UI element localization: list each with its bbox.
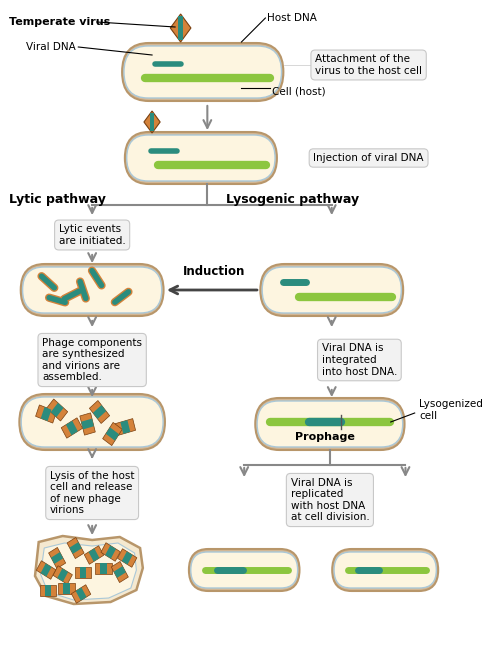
Text: Lysogenized
cell: Lysogenized cell — [419, 399, 483, 421]
Polygon shape — [115, 419, 136, 436]
Polygon shape — [61, 581, 72, 594]
Polygon shape — [95, 562, 111, 574]
Text: Cell (host): Cell (host) — [272, 87, 325, 97]
Polygon shape — [170, 14, 191, 42]
FancyBboxPatch shape — [22, 267, 162, 313]
Polygon shape — [114, 566, 126, 578]
Polygon shape — [111, 561, 128, 583]
Text: Phage components
are synthesized
and virions are
assembled.: Phage components are synthesized and vir… — [42, 338, 142, 382]
FancyBboxPatch shape — [127, 135, 275, 181]
Polygon shape — [36, 405, 57, 423]
Polygon shape — [41, 407, 51, 421]
Polygon shape — [57, 579, 76, 597]
Text: Lysogenic pathway: Lysogenic pathway — [226, 193, 359, 206]
Polygon shape — [52, 551, 62, 564]
Polygon shape — [101, 543, 121, 561]
FancyBboxPatch shape — [255, 398, 405, 450]
Polygon shape — [43, 564, 49, 575]
Polygon shape — [122, 551, 133, 564]
Polygon shape — [35, 536, 143, 604]
Polygon shape — [70, 542, 81, 555]
Polygon shape — [121, 420, 130, 434]
Polygon shape — [51, 403, 63, 417]
Polygon shape — [89, 400, 110, 423]
Polygon shape — [73, 589, 89, 600]
FancyBboxPatch shape — [125, 132, 277, 184]
Text: Induction: Induction — [183, 265, 245, 278]
Polygon shape — [102, 422, 122, 445]
Polygon shape — [106, 427, 119, 441]
Polygon shape — [41, 543, 136, 600]
FancyBboxPatch shape — [260, 264, 403, 316]
Polygon shape — [100, 562, 106, 574]
Polygon shape — [66, 539, 85, 557]
Polygon shape — [89, 548, 100, 562]
FancyBboxPatch shape — [189, 549, 300, 591]
Text: Viral DNA is
replicated
with host DNA
at cell division.: Viral DNA is replicated with host DNA at… — [290, 478, 369, 522]
FancyBboxPatch shape — [122, 43, 284, 101]
Text: Host DNA: Host DNA — [267, 13, 317, 23]
Polygon shape — [150, 113, 154, 132]
Text: Lytic events
are initiated.: Lytic events are initiated. — [59, 224, 125, 246]
Text: Injection of viral DNA: Injection of viral DNA — [313, 153, 424, 163]
FancyBboxPatch shape — [124, 46, 282, 98]
Polygon shape — [78, 566, 88, 579]
Text: Temperate virus: Temperate virus — [9, 17, 110, 27]
FancyBboxPatch shape — [257, 401, 403, 447]
Polygon shape — [78, 589, 84, 600]
Polygon shape — [105, 546, 116, 559]
Polygon shape — [47, 549, 67, 567]
Polygon shape — [81, 419, 94, 430]
Polygon shape — [66, 421, 78, 436]
Polygon shape — [46, 399, 68, 421]
Polygon shape — [144, 111, 160, 133]
Text: Attachment of the
virus to the host cell: Attachment of the virus to the host cell — [315, 54, 422, 76]
FancyBboxPatch shape — [332, 549, 438, 591]
Polygon shape — [118, 549, 137, 567]
Polygon shape — [84, 546, 104, 564]
FancyBboxPatch shape — [191, 552, 298, 588]
Polygon shape — [38, 581, 58, 600]
FancyBboxPatch shape — [262, 267, 401, 313]
Polygon shape — [42, 583, 53, 596]
Text: Prophage: Prophage — [295, 432, 355, 442]
Polygon shape — [61, 418, 82, 438]
Polygon shape — [93, 405, 106, 419]
Polygon shape — [178, 16, 183, 40]
Text: Viral DNA is
integrated
into host DNA.: Viral DNA is integrated into host DNA. — [322, 343, 397, 376]
FancyBboxPatch shape — [20, 264, 163, 316]
Text: Lysis of the host
cell and release
of new phage
virions: Lysis of the host cell and release of ne… — [50, 471, 134, 516]
FancyBboxPatch shape — [21, 397, 163, 447]
FancyBboxPatch shape — [334, 552, 436, 588]
Polygon shape — [54, 570, 71, 581]
Polygon shape — [60, 570, 66, 581]
FancyBboxPatch shape — [20, 394, 165, 450]
Polygon shape — [80, 413, 95, 435]
Text: Viral DNA: Viral DNA — [26, 42, 76, 52]
Polygon shape — [73, 562, 93, 581]
Polygon shape — [38, 564, 54, 575]
Text: Lytic pathway: Lytic pathway — [9, 193, 106, 206]
